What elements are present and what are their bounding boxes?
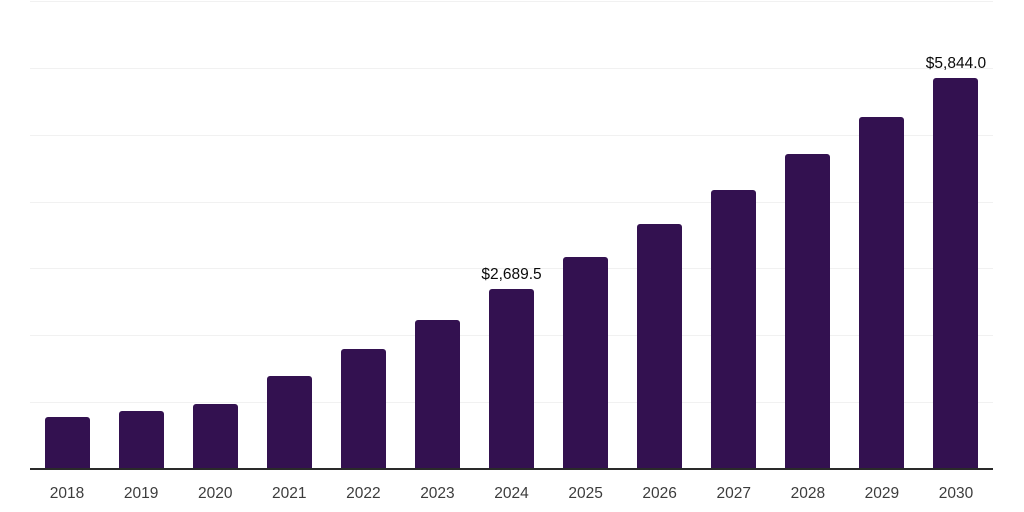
bar-group-2022 [326,1,400,469]
bars-row: $2,689.5 $5,844.0 [30,1,993,469]
bar-2019 [118,410,164,469]
x-tick-2018: 2018 [49,485,85,502]
bar-group-2030: $5,844.0 [919,1,993,469]
x-tick-2029: 2029 [864,485,900,502]
bar-group-2020 [178,1,252,469]
bar-2028 [785,153,831,469]
bar-value-label-2030: $5,844.0 [925,54,987,72]
bar-2024 [489,289,534,469]
x-tick-2019: 2019 [123,485,159,502]
x-tick-2027: 2027 [716,485,751,502]
x-tick-2030: 2030 [938,485,974,502]
gridline-6000 [30,67,993,69]
x-tick-2020: 2020 [197,485,233,502]
bar-2030 [933,78,979,469]
bar-2022 [340,349,386,469]
bar-2023 [414,320,460,469]
x-axis-line [30,468,993,470]
bar-group-2027 [697,1,771,469]
bar-group-2024: $2,689.5 [474,1,548,469]
bar-group-2029 [845,1,919,469]
x-tick-2023: 2023 [420,485,455,502]
bar-2021 [266,376,312,469]
bar-2020 [192,403,238,469]
bar-group-2023 [400,1,474,469]
x-tick-2024: 2024 [494,485,529,502]
bar-group-2025 [549,1,623,469]
bar-2029 [859,117,905,469]
bar-2026 [637,224,683,469]
gridline-3000 [30,268,993,270]
plot-area: $2,689.5 $5,844.0 [30,1,993,470]
x-tick-2025: 2025 [568,485,603,502]
bar-2018 [44,416,90,469]
bar-group-2018 [30,1,104,469]
gridline-7000 [30,1,993,2]
bar-value-label-2024: $2,689.5 [481,265,542,283]
bar-group-2028 [771,1,845,469]
bar-group-2026 [623,1,697,469]
x-tick-2028: 2028 [790,485,826,502]
bar-2027 [711,189,757,469]
bar-group-2021 [252,1,326,469]
x-tick-2026: 2026 [642,485,677,502]
gridline-4000 [30,201,993,203]
gridline-5000 [30,134,993,136]
bar-group-2019 [104,1,178,469]
x-tick-2021: 2021 [272,485,307,502]
x-tick-2022: 2022 [346,485,381,502]
x-axis-tick-labels: 2018 2019 2020 2021 2022 2023 2024 2025 2026 2027… [30,483,993,505]
bar-2025 [563,257,609,469]
